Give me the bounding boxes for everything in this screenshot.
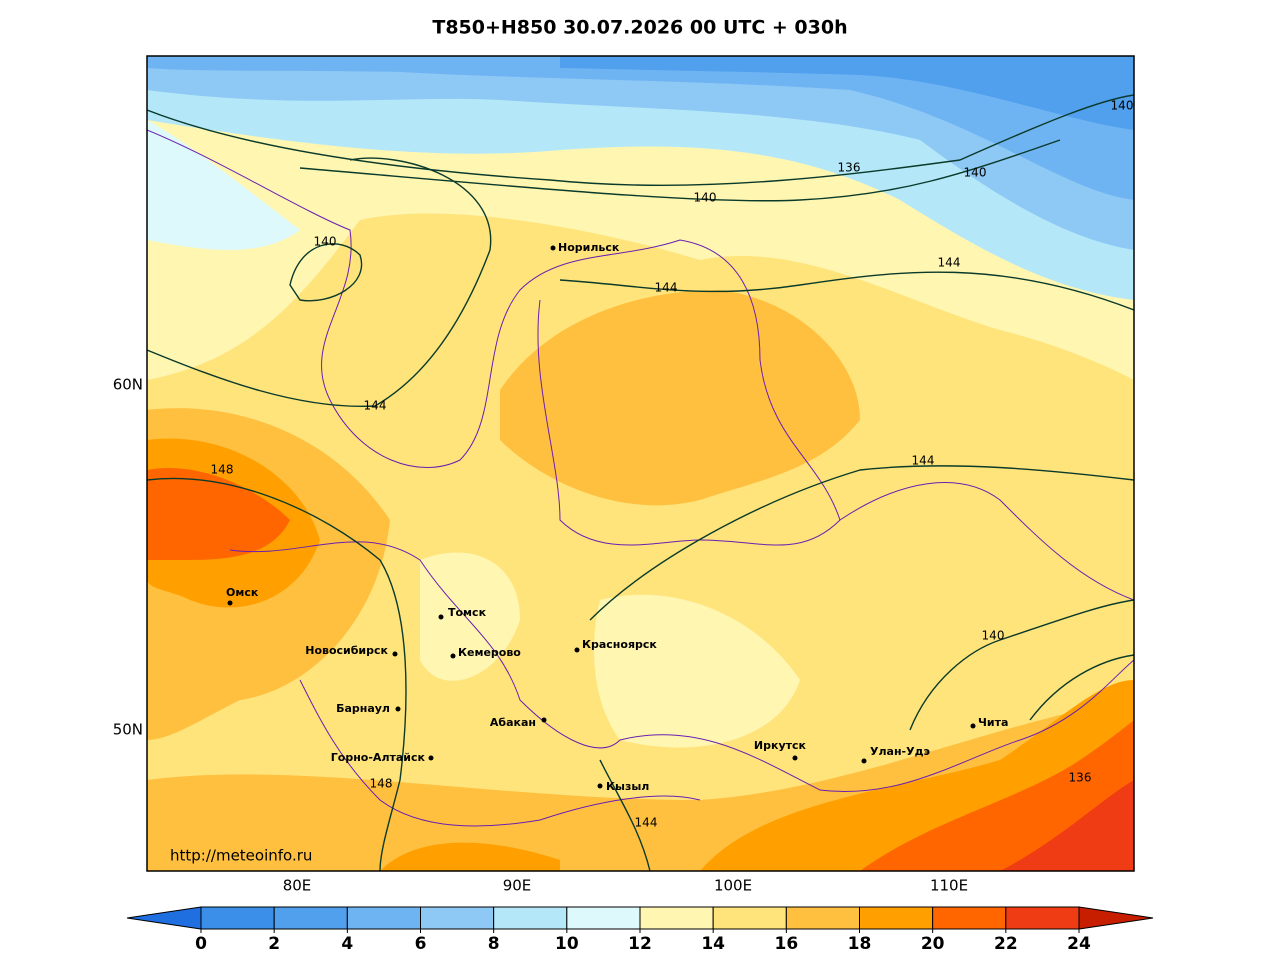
contour-label: 144 — [912, 454, 935, 468]
contour-label: 148 — [370, 777, 393, 791]
contour-label: 148 — [211, 463, 234, 477]
colorbar-box — [273, 906, 348, 930]
city-label: Кемерово — [458, 646, 521, 659]
lon-label: 80E — [283, 877, 312, 895]
lon-label: 100E — [714, 877, 752, 895]
colorbar-box — [639, 906, 714, 930]
colorbar-tick-label: 16 — [774, 934, 798, 954]
colorbar-tick-label: 12 — [628, 934, 652, 954]
colorbar-box — [346, 906, 422, 930]
colorbar-tick-label: 2 — [268, 934, 280, 954]
contour-label: 144 — [635, 816, 658, 830]
city-label: Томск — [448, 606, 487, 619]
contour-label: 140 — [314, 235, 337, 249]
colorbar-tick-label: 18 — [848, 934, 872, 954]
colorbar-box — [932, 906, 1007, 930]
contour-label: 144 — [655, 281, 678, 295]
city-dot — [970, 723, 976, 729]
colorbar-tick-label: 4 — [341, 934, 353, 954]
colorbar-box — [712, 906, 787, 930]
contour-label: 140 — [1111, 99, 1134, 113]
contour-label: 140 — [964, 166, 987, 180]
city-dot — [438, 614, 444, 620]
city-label: Норильск — [558, 241, 620, 254]
colorbar-tick-label: 10 — [555, 934, 579, 954]
city-dot — [392, 651, 398, 657]
colorbar-extend-low — [126, 906, 202, 930]
city-label: Кызыл — [606, 780, 649, 793]
lat-label: 50N — [113, 721, 143, 739]
city-label: Омск — [226, 586, 259, 599]
colorbar-tick-label: 6 — [415, 934, 427, 954]
city-dot — [428, 755, 434, 761]
colorbar-box — [1005, 906, 1080, 930]
contour-label: 140 — [982, 629, 1005, 643]
contour-label: 144 — [364, 399, 387, 413]
city-label: Барнаул — [336, 702, 390, 715]
contour-label: 136 — [1069, 771, 1092, 785]
city-dot — [792, 755, 798, 761]
city-dot — [395, 706, 401, 712]
contour-label: 140 — [694, 191, 717, 205]
map-field — [147, 56, 1134, 871]
city-dot — [227, 600, 233, 606]
colorbar-tick-label: 14 — [701, 934, 725, 954]
city-label: Красноярск — [582, 638, 657, 651]
city-dot — [541, 717, 547, 723]
colorbar-tick-label: 8 — [488, 934, 500, 954]
colorbar-tick-label: 20 — [921, 934, 945, 954]
colorbar-extend-high — [1078, 906, 1154, 930]
city-label: Улан-Удэ — [870, 745, 930, 758]
colorbar-box — [493, 906, 568, 930]
colorbar-tick-label: 24 — [1067, 934, 1091, 954]
colorbar-box — [200, 906, 275, 930]
colorbar-tick-label: 22 — [994, 934, 1018, 954]
lon-label: 110E — [930, 877, 968, 895]
colorbar-box — [785, 906, 860, 930]
map-title: T850+H850 30.07.2026 00 UTC + 030h — [432, 17, 847, 39]
colorbar-box — [566, 906, 641, 930]
city-dot — [450, 653, 456, 659]
city-label: Абакан — [490, 716, 536, 729]
colorbar-tick-label: 0 — [195, 934, 207, 954]
lat-label: 60N — [113, 376, 143, 394]
city-dot — [597, 783, 603, 789]
cities: Норильск Томск Омск Новосибирск Кемерово Крас… — [226, 241, 1008, 793]
city-label: Иркутск — [754, 739, 807, 752]
map-frame — [146, 55, 1135, 872]
city-dot — [574, 647, 580, 653]
lon-label: 90E — [503, 877, 532, 895]
contour-label: 144 — [938, 256, 961, 270]
source-url: http://meteoinfo.ru — [170, 847, 312, 865]
colorbar: 0 2 4 6 8 10 12 14 16 18 20 22 24 — [126, 906, 1154, 954]
colorbar-box — [859, 906, 934, 930]
city-dot — [861, 758, 867, 764]
city-label: Новосибирск — [305, 644, 388, 657]
city-label: Чита — [978, 716, 1008, 729]
city-dot — [550, 245, 556, 251]
colorbar-box — [420, 906, 495, 930]
contour-label: 136 — [838, 161, 861, 175]
city-label: Горно-Алтайск — [331, 751, 426, 764]
